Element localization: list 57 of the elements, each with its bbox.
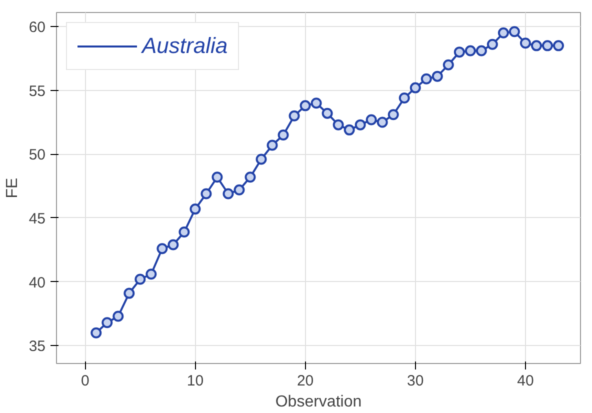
point <box>486 38 498 50</box>
point <box>454 46 465 58</box>
point <box>476 45 487 56</box>
point <box>300 100 311 112</box>
point <box>212 172 223 183</box>
x-tick-label: 30 <box>407 372 424 390</box>
x-tick-label: 0 <box>80 372 90 390</box>
point <box>178 226 190 238</box>
point <box>442 59 454 70</box>
point <box>256 154 267 165</box>
point <box>508 26 520 38</box>
y-tick-label: 60 <box>28 19 46 36</box>
point <box>498 27 509 38</box>
point <box>420 73 432 84</box>
y-tick-label: 50 <box>28 146 46 164</box>
point <box>520 38 531 49</box>
point <box>288 110 300 122</box>
y-tick-label: 45 <box>28 210 46 228</box>
point <box>530 40 542 52</box>
point <box>432 70 443 82</box>
point <box>332 119 344 130</box>
point <box>102 317 113 328</box>
point <box>410 82 421 94</box>
point <box>278 130 289 141</box>
y-tick-label: 40 <box>28 274 46 292</box>
y-tick-label: 55 <box>28 82 46 100</box>
x-tick-label: 20 <box>296 372 314 390</box>
x-tick-label: 10 <box>186 372 204 390</box>
point <box>322 108 333 119</box>
point <box>156 243 168 254</box>
point <box>464 45 476 56</box>
point <box>398 92 410 104</box>
point <box>200 188 212 200</box>
x-tick-label: 40 <box>517 372 534 390</box>
x-axis-title: Observation <box>275 394 362 410</box>
point <box>90 327 102 338</box>
point <box>344 124 355 136</box>
point <box>552 40 564 52</box>
point <box>310 98 322 109</box>
point <box>244 172 256 183</box>
point <box>388 109 399 120</box>
y-tick-label: 35 <box>28 338 46 356</box>
point <box>366 114 377 126</box>
point <box>146 268 157 280</box>
legend-label: Australia <box>142 33 228 59</box>
point <box>542 40 553 52</box>
point <box>168 239 179 250</box>
point <box>234 184 245 196</box>
y-axis-title: FE <box>4 178 21 198</box>
point <box>354 119 366 130</box>
point <box>222 188 234 200</box>
point <box>134 274 146 285</box>
point <box>190 204 201 215</box>
point <box>124 288 135 299</box>
point <box>376 116 388 128</box>
point <box>266 140 278 151</box>
point <box>112 310 124 322</box>
